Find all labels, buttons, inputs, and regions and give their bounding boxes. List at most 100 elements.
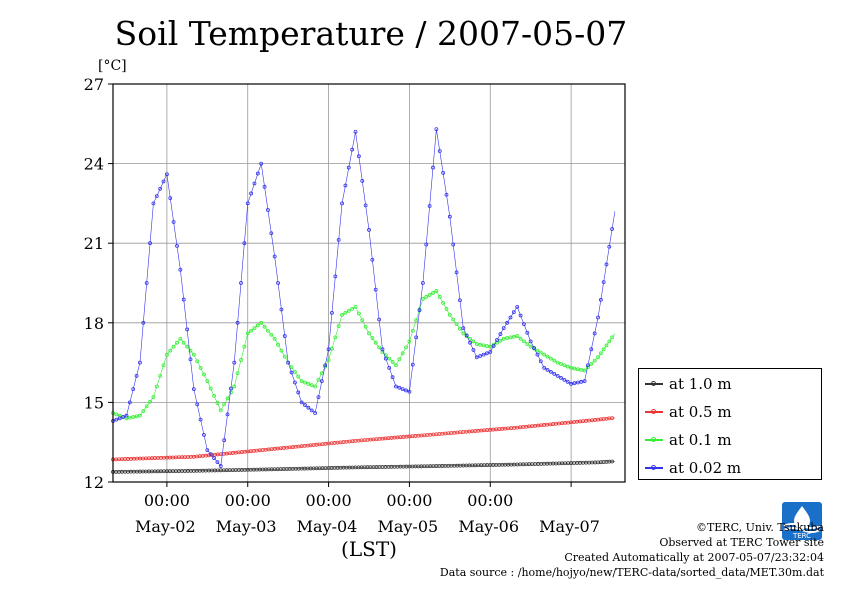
data-point [610, 416, 614, 420]
legend-item: at 0.1 m [645, 430, 732, 450]
data-point [218, 464, 223, 468]
data-point [168, 196, 173, 200]
data-point [565, 379, 570, 384]
data-point [575, 380, 580, 385]
x-date-tick-label: May-06 [458, 517, 519, 536]
data-point [218, 408, 223, 413]
data-point [239, 358, 243, 362]
data-point [175, 340, 179, 345]
data-point [508, 335, 513, 340]
data-point [245, 331, 250, 336]
data-point [518, 336, 523, 341]
legend-label: at 0.5 m [669, 403, 732, 421]
data-point [333, 274, 338, 279]
data-point [488, 344, 493, 349]
data-point [259, 161, 264, 166]
data-point [552, 371, 557, 376]
data-point [501, 336, 506, 341]
data-point [394, 363, 398, 368]
data-point [454, 322, 459, 327]
legend-item: at 1.0 m [645, 374, 732, 394]
data-point [286, 360, 291, 365]
data-point [289, 370, 294, 375]
y-axis-label: [°C] [98, 58, 127, 74]
data-point [596, 315, 600, 320]
data-point [607, 339, 612, 344]
data-point [252, 181, 257, 186]
data-point [158, 186, 163, 191]
data-point [306, 405, 311, 410]
data-point [400, 387, 405, 392]
data-point [316, 395, 321, 399]
data-point [532, 346, 536, 350]
data-point [202, 372, 206, 377]
footer-copyright: ©TERC, Univ. Tsukuba [695, 521, 824, 534]
data-point [164, 352, 169, 357]
data-point [572, 381, 577, 386]
data-point [598, 297, 603, 302]
data-point [198, 366, 203, 370]
data-point [198, 417, 203, 422]
data-point [127, 400, 132, 405]
data-point [579, 367, 584, 372]
data-point [458, 298, 462, 303]
data-point [208, 452, 213, 457]
data-point [511, 334, 516, 339]
data-point [313, 411, 318, 415]
data-point [225, 396, 230, 401]
data-point [228, 390, 233, 395]
data-point [545, 367, 550, 372]
y-tick-label: 27 [84, 75, 104, 94]
footer-source: Data source : /home/hojyo/new/TERC-data/… [439, 566, 824, 579]
data-point [326, 347, 331, 352]
data-point [205, 379, 210, 384]
legend-label: at 0.1 m [669, 431, 732, 449]
data-point [249, 191, 254, 196]
x-date-tick-label: May-03 [216, 517, 277, 536]
series-0 [111, 459, 615, 474]
data-point [545, 354, 550, 359]
data-point [461, 326, 466, 331]
data-point [518, 313, 523, 318]
data-point [319, 379, 324, 384]
data-point [474, 355, 479, 360]
data-point [444, 192, 449, 197]
legend-marker [645, 465, 663, 470]
data-point [515, 304, 520, 309]
footer-created: Created Automatically at 2007-05-07/23:3… [564, 551, 824, 564]
data-point [178, 336, 183, 341]
data-point [481, 343, 486, 348]
x-time-tick-label: 00:00 [306, 491, 352, 510]
data-point [148, 241, 152, 246]
data-point [330, 346, 334, 351]
series-3 [111, 127, 616, 468]
data-point [343, 310, 348, 315]
data-point [454, 270, 459, 275]
footer-info: ©TERC, Univ. Tsukuba Observed at TERC To… [440, 520, 824, 580]
data-point [535, 348, 540, 353]
data-point [484, 344, 489, 348]
data-point [363, 203, 368, 208]
x-time-tick-label: 00:00 [467, 491, 513, 510]
data-point [464, 333, 469, 338]
data-point [431, 291, 435, 295]
x-time-tick-label: 00:00 [144, 491, 190, 510]
data-point [138, 360, 142, 365]
data-point [333, 335, 338, 340]
data-point [185, 344, 190, 349]
data-point [276, 281, 280, 285]
y-tick-label: 24 [84, 155, 104, 174]
data-point [373, 287, 378, 292]
data-point [498, 338, 503, 343]
data-point [296, 374, 301, 379]
data-point [185, 327, 190, 332]
data-point [367, 228, 371, 232]
x-time-tick-label: 00:00 [225, 491, 271, 510]
data-point [178, 267, 183, 272]
data-point [390, 360, 395, 364]
series-2 [111, 289, 616, 421]
data-point [222, 438, 227, 443]
data-point [592, 358, 597, 363]
data-point [171, 220, 176, 224]
data-point [437, 295, 442, 299]
